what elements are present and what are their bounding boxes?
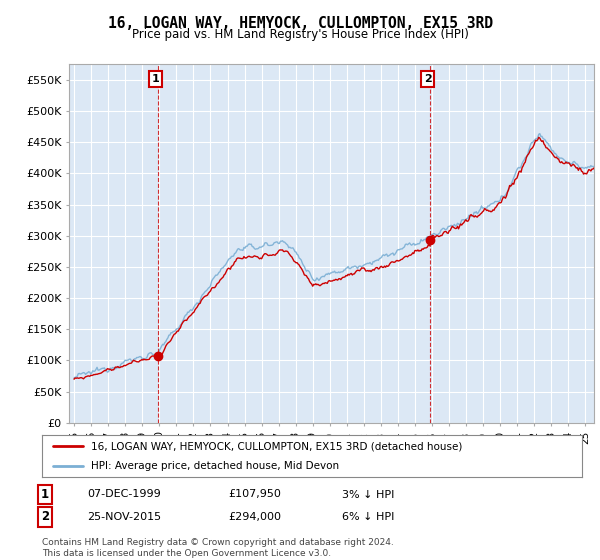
Text: 1: 1 <box>152 74 159 84</box>
Text: 2: 2 <box>41 510 49 524</box>
Text: £107,950: £107,950 <box>228 489 281 500</box>
Text: 1: 1 <box>41 488 49 501</box>
Text: 6% ↓ HPI: 6% ↓ HPI <box>342 512 394 522</box>
Text: 25-NOV-2015: 25-NOV-2015 <box>87 512 161 522</box>
Text: 3% ↓ HPI: 3% ↓ HPI <box>342 489 394 500</box>
Text: 07-DEC-1999: 07-DEC-1999 <box>87 489 161 500</box>
Text: 16, LOGAN WAY, HEMYOCK, CULLOMPTON, EX15 3RD (detached house): 16, LOGAN WAY, HEMYOCK, CULLOMPTON, EX15… <box>91 441 462 451</box>
Text: HPI: Average price, detached house, Mid Devon: HPI: Average price, detached house, Mid … <box>91 461 339 471</box>
Text: £294,000: £294,000 <box>228 512 281 522</box>
Text: Contains HM Land Registry data © Crown copyright and database right 2024.
This d: Contains HM Land Registry data © Crown c… <box>42 538 394 558</box>
Text: 16, LOGAN WAY, HEMYOCK, CULLOMPTON, EX15 3RD: 16, LOGAN WAY, HEMYOCK, CULLOMPTON, EX15… <box>107 16 493 31</box>
Text: Price paid vs. HM Land Registry's House Price Index (HPI): Price paid vs. HM Land Registry's House … <box>131 28 469 41</box>
Text: 2: 2 <box>424 74 431 84</box>
